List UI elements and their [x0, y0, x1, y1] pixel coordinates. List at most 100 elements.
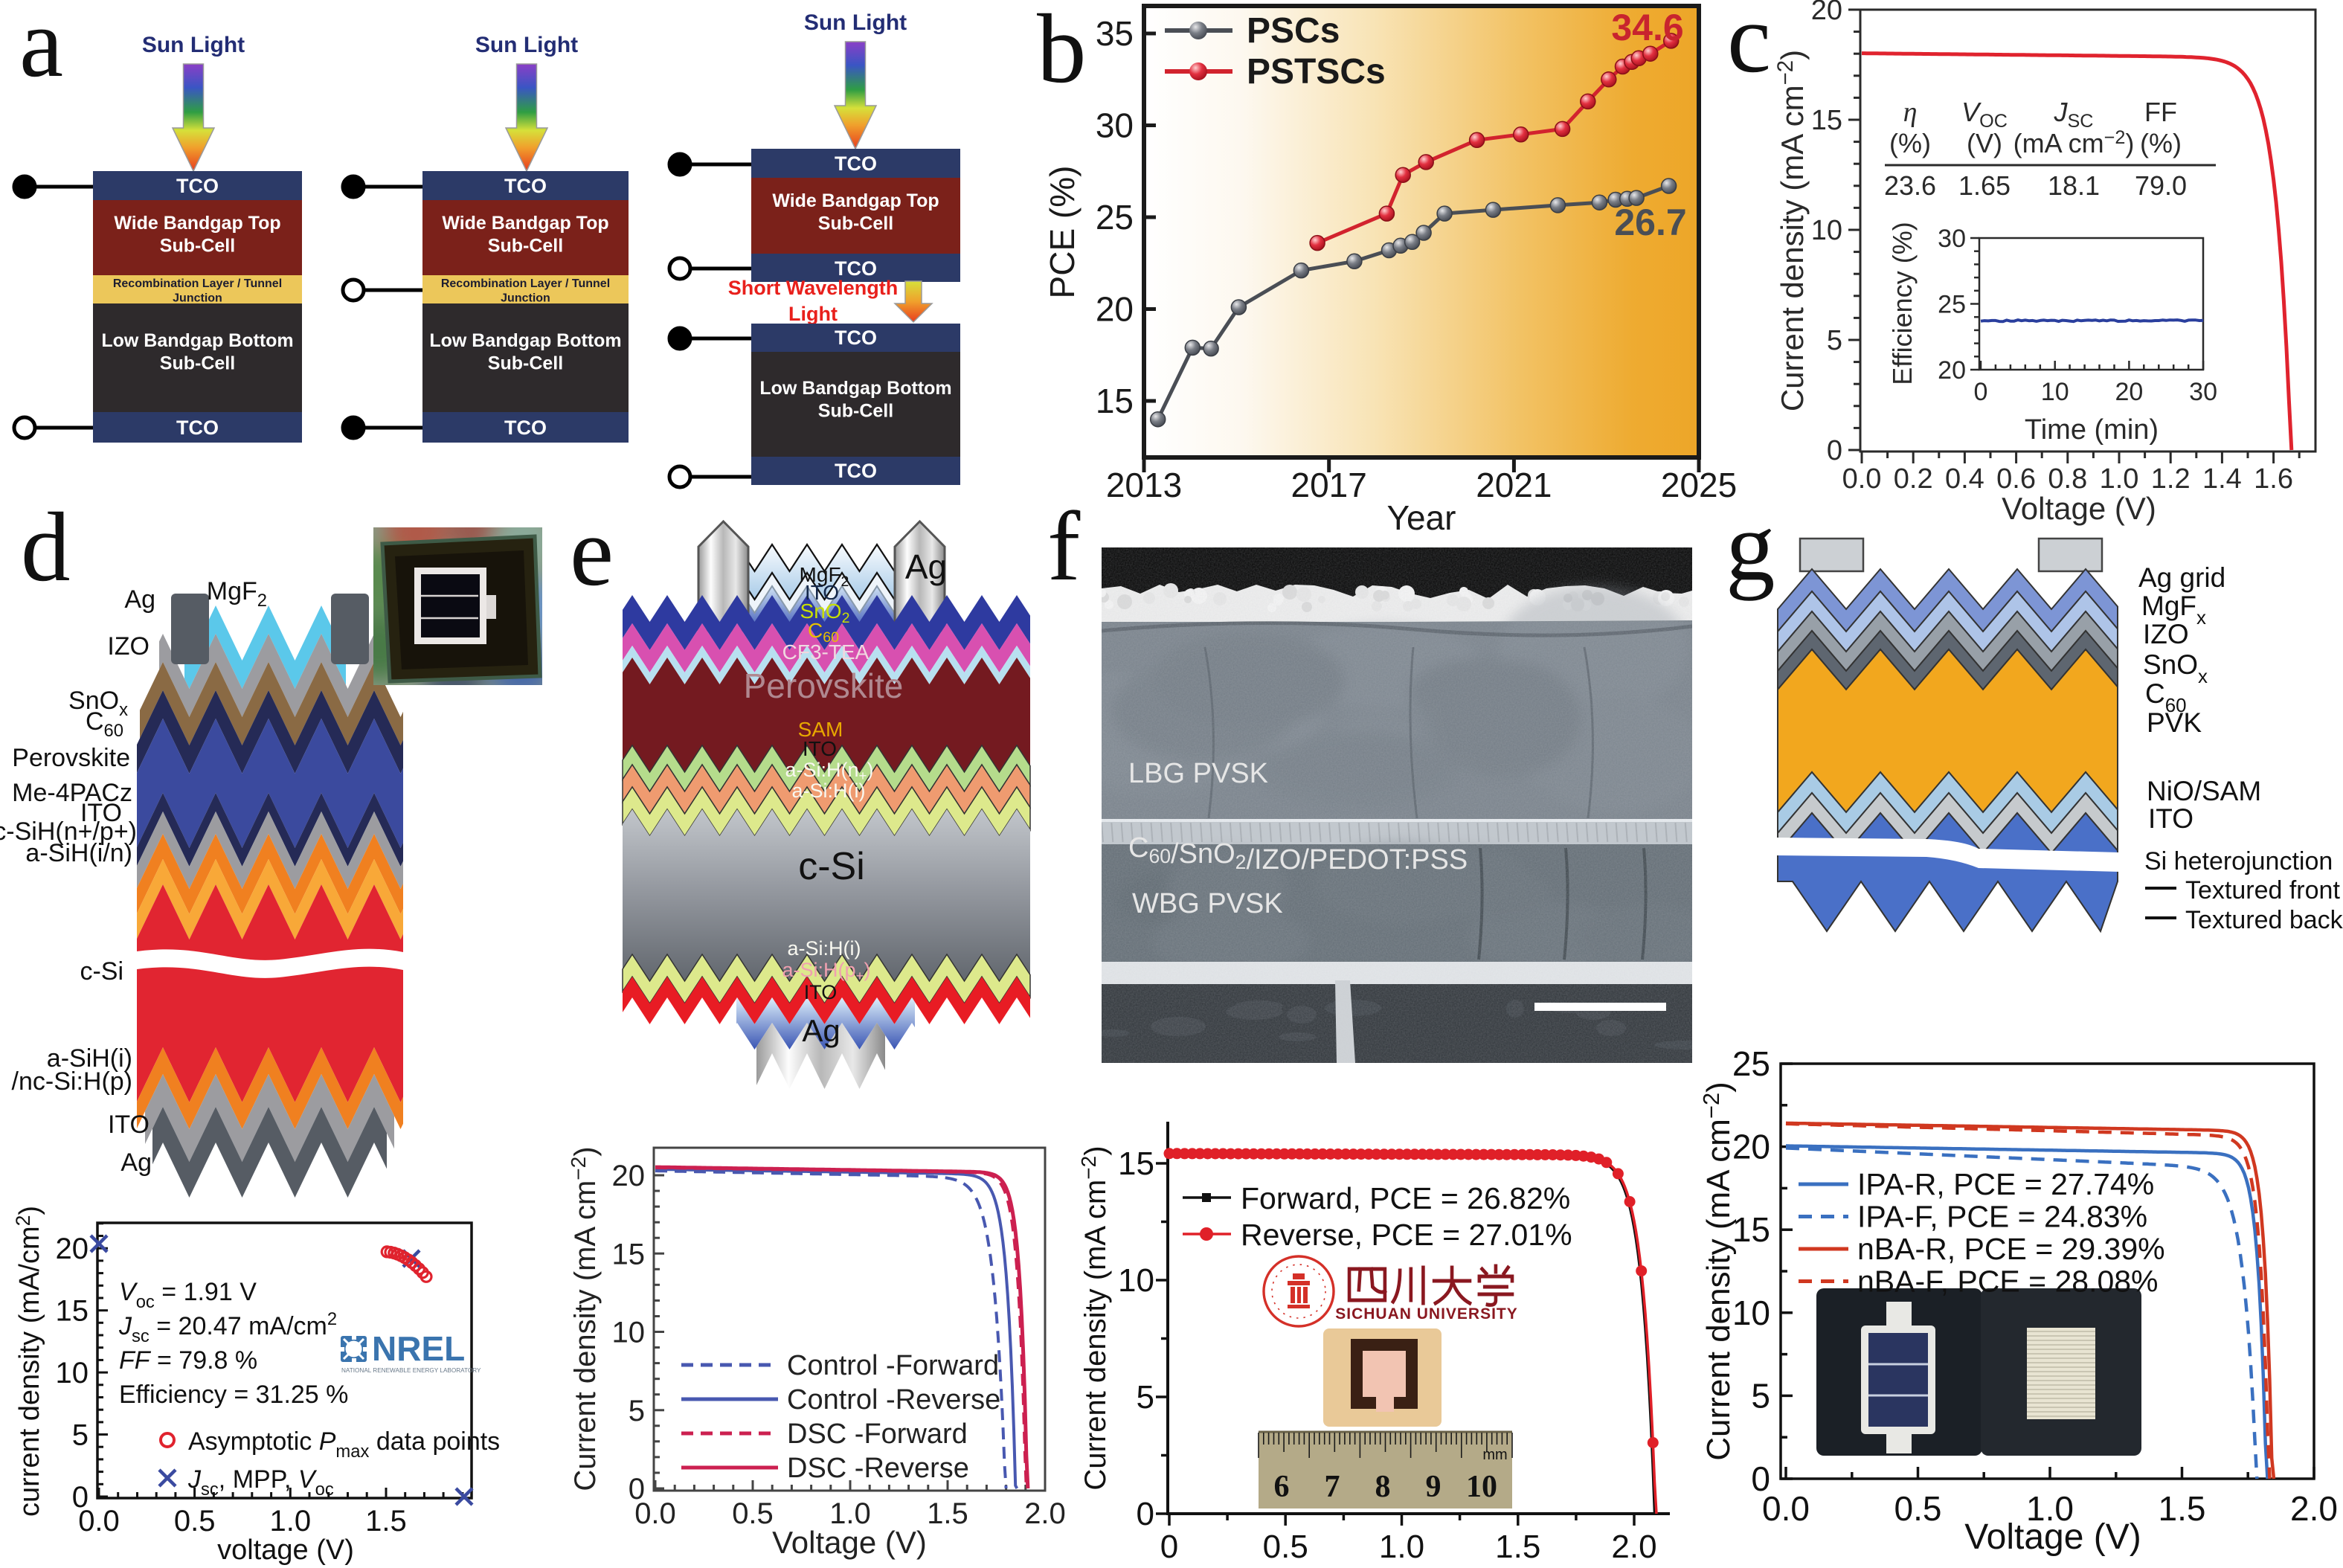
svg-text:10: 10 [1732, 1294, 1770, 1332]
svg-text:Current density (mA cm−2): Current density (mA cm−2) [567, 1146, 602, 1491]
svg-text:a: a [19, 0, 63, 97]
svg-text:TCO: TCO [504, 175, 547, 197]
svg-text:nc-SiH(n+/p+): nc-SiH(n+/p+) [0, 817, 137, 846]
svg-text:7: 7 [1325, 1470, 1340, 1504]
svg-text:IPA-F, PCE = 24.83%: IPA-F, PCE = 24.83% [1857, 1200, 2147, 1234]
svg-text:DSC -Reverse: DSC -Reverse [787, 1453, 969, 1484]
svg-text:10: 10 [612, 1317, 646, 1349]
svg-text:TCO: TCO [835, 257, 877, 280]
svg-text:Ag grid: Ag grid [2138, 562, 2225, 593]
svg-text:CF3-TEA: CF3-TEA [782, 640, 870, 663]
svg-text:0.5: 0.5 [732, 1497, 774, 1530]
svg-text:25: 25 [1732, 1044, 1770, 1083]
svg-text:2.0: 2.0 [2290, 1489, 2338, 1528]
svg-text:b: b [1037, 0, 1087, 103]
svg-text:35: 35 [1096, 14, 1134, 53]
svg-text:Ag: Ag [905, 547, 947, 586]
svg-text:0: 0 [1974, 378, 1988, 406]
svg-text:Perovskite: Perovskite [744, 666, 904, 705]
svg-text:Control -Reverse: Control -Reverse [787, 1384, 1000, 1416]
svg-text:Control -Forward: Control -Forward [787, 1350, 999, 1381]
svg-text:(%): (%) [1889, 128, 1931, 158]
svg-text:2.0: 2.0 [1611, 1529, 1656, 1565]
svg-text:VOC: VOC [1961, 97, 2008, 132]
svg-text:FF = 79.8 %: FF = 79.8 % [119, 1346, 257, 1375]
svg-text:34.6: 34.6 [1611, 7, 1683, 48]
svg-text:Sub-Cell: Sub-Cell [818, 401, 893, 422]
svg-text:TCO: TCO [835, 327, 877, 349]
svg-text:Low Bandgap Bottom: Low Bandgap Bottom [759, 378, 951, 399]
svg-text:0.5: 0.5 [1894, 1489, 1942, 1528]
svg-text:Low Bandgap Bottom: Low Bandgap Bottom [429, 330, 621, 351]
svg-text:Current density (mA cm−2): Current density (mA cm−2) [1698, 1082, 1737, 1460]
svg-text:SICHUAN UNIVERSITY: SICHUAN UNIVERSITY [1335, 1305, 1518, 1323]
svg-text:0.0: 0.0 [634, 1497, 676, 1530]
svg-text:Sun Light: Sun Light [475, 33, 578, 57]
svg-text:1.4: 1.4 [2202, 463, 2242, 495]
svg-text:0: 0 [1827, 435, 1842, 466]
svg-text:IZO: IZO [107, 632, 150, 661]
svg-text:25: 25 [1096, 198, 1134, 237]
svg-text:Sun Light: Sun Light [804, 10, 907, 35]
svg-text:1.0: 1.0 [1379, 1529, 1424, 1565]
svg-text:MgF2: MgF2 [800, 563, 849, 590]
svg-text:PCE (%): PCE (%) [1043, 166, 1081, 299]
svg-text:nBA-R, PCE = 29.39%: nBA-R, PCE = 29.39% [1857, 1232, 2165, 1266]
svg-text:0.5: 0.5 [1263, 1529, 1308, 1565]
svg-text:0.8: 0.8 [2048, 463, 2087, 495]
svg-text:Voc = 1.91 V: Voc = 1.91 V [119, 1278, 257, 1312]
svg-text:26.7: 26.7 [1614, 202, 1686, 243]
svg-text:20: 20 [1732, 1128, 1770, 1166]
svg-text:Year: Year [1387, 498, 1456, 537]
svg-text:15: 15 [1732, 1210, 1770, 1249]
svg-text:Wide Bandgap Top: Wide Bandgap Top [442, 213, 608, 234]
svg-text:ITO: ITO [2148, 803, 2193, 834]
svg-text:Voltage (V): Voltage (V) [772, 1525, 927, 1560]
svg-text:mm: mm [1482, 1447, 1507, 1463]
svg-text:20: 20 [2115, 378, 2143, 406]
svg-text:ITO: ITO [803, 737, 837, 760]
svg-text:15: 15 [1811, 105, 1842, 136]
svg-text:Voltage (V): Voltage (V) [2002, 491, 2156, 526]
svg-text:1.5: 1.5 [927, 1497, 968, 1530]
svg-text:0: 0 [629, 1473, 645, 1506]
svg-text:d: d [21, 492, 71, 602]
svg-text:0.6: 0.6 [1996, 463, 2036, 495]
svg-text:TCO: TCO [835, 152, 877, 175]
svg-text:Ag: Ag [120, 1148, 152, 1177]
svg-text:Junction: Junction [173, 292, 222, 305]
svg-text:Wide Bandgap Top: Wide Bandgap Top [772, 190, 939, 211]
svg-text:1.0: 1.0 [2026, 1489, 2074, 1528]
svg-text:nBA-F, PCE = 28.08%: nBA-F, PCE = 28.08% [1857, 1265, 2159, 1299]
svg-text:Junction: Junction [501, 292, 550, 305]
svg-text:Forward, PCE = 26.82%: Forward, PCE = 26.82% [1241, 1181, 1570, 1215]
svg-text:Reverse, PCE = 27.01%: Reverse, PCE = 27.01% [1241, 1218, 1572, 1252]
svg-text:0.2: 0.2 [1894, 463, 1933, 495]
svg-text:ITO: ITO [804, 981, 838, 1003]
svg-text:20: 20 [1938, 356, 1966, 385]
svg-text:g: g [1726, 491, 1775, 601]
svg-text:0: 0 [1160, 1529, 1178, 1565]
svg-text:Sub-Cell: Sub-Cell [160, 236, 235, 257]
svg-text:10: 10 [1811, 215, 1842, 246]
svg-text:Sub-Cell: Sub-Cell [488, 353, 563, 374]
svg-text:2021: 2021 [1476, 466, 1552, 504]
svg-text:f: f [1047, 491, 1081, 601]
svg-text:1.5: 1.5 [1495, 1529, 1540, 1565]
svg-text:NREL: NREL [372, 1329, 465, 1368]
svg-text:a-Si:H(i): a-Si:H(i) [788, 937, 861, 960]
svg-text:Current density (mA cm−2): Current density (mA cm−2) [1077, 1146, 1112, 1490]
svg-text:Recombination Layer / Tunnel: Recombination Layer / Tunnel [113, 277, 282, 290]
svg-text:20: 20 [1096, 290, 1134, 329]
svg-text:IZO: IZO [2143, 619, 2189, 649]
svg-text:2025: 2025 [1661, 466, 1737, 504]
svg-text:30: 30 [2189, 378, 2217, 406]
svg-text:LBG PVSK: LBG PVSK [1128, 758, 1268, 789]
svg-text:SAM: SAM [798, 718, 843, 741]
svg-text:1.0: 1.0 [2100, 463, 2139, 495]
svg-text:Si heterojunction: Si heterojunction [2144, 847, 2333, 875]
svg-text:SnOx: SnOx [68, 687, 128, 720]
svg-text:ITO: ITO [108, 1111, 150, 1139]
svg-text:5: 5 [1137, 1379, 1154, 1416]
svg-text:ITO: ITO [805, 581, 839, 604]
